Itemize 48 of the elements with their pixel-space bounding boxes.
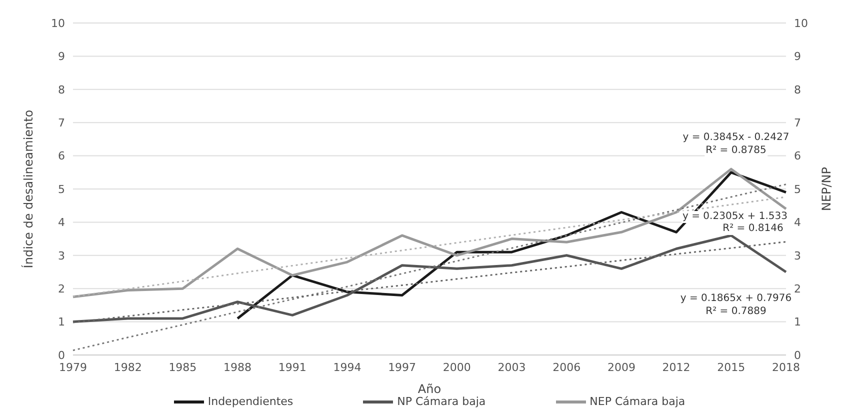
legend-label: NEP Cámara baja xyxy=(590,395,686,408)
x-tick-label: 2015 xyxy=(717,360,746,374)
y2-tick-label: 1 xyxy=(794,316,801,329)
x-tick-label: 1991 xyxy=(278,360,306,374)
legend-label: NP Cámara baja xyxy=(397,395,486,408)
y2-tick-label: 0 xyxy=(794,348,801,362)
y-tick-label: 0 xyxy=(58,348,65,362)
x-tick-label: 2006 xyxy=(552,360,581,374)
annotation: y = 0.1865x + 0.7976 xyxy=(679,293,793,305)
x-axis-title: Año xyxy=(418,382,442,396)
annotation: y = 0.3845x - 0.2427 xyxy=(682,132,790,144)
annotation: y = 0.2305x + 1.533 xyxy=(682,211,788,223)
x-tick-label: 1997 xyxy=(388,360,416,374)
y2-tick-label: 4 xyxy=(794,216,801,230)
y-axis-title: Índice de desalineamiento xyxy=(20,110,36,268)
x-tick-label: 2009 xyxy=(607,360,636,374)
x-tick-label: 2012 xyxy=(662,360,690,374)
y2-axis-title: NEP/NP xyxy=(819,166,834,212)
legend-label: Independientes xyxy=(208,395,294,408)
x-tick-label: 1979 xyxy=(59,360,87,374)
x-tick-label: 2000 xyxy=(442,360,471,374)
x-tick-label: 1982 xyxy=(114,360,142,374)
annotation: R² = 0.7889 xyxy=(704,306,768,318)
y2-tick-label: 2 xyxy=(794,282,801,296)
y2-tick-label: 6 xyxy=(794,150,801,163)
x-tick-label: 1988 xyxy=(224,360,252,374)
x-tick-label: 1985 xyxy=(168,360,197,374)
annotation: R² = 0.8146 xyxy=(722,223,784,235)
annotation: R² = 0.8785 xyxy=(704,145,768,157)
y-tick-label: 3 xyxy=(58,249,65,262)
x-tick-label: 2018 xyxy=(772,360,800,374)
y2-tick-label: 10 xyxy=(794,16,808,30)
x-tick-label: 1994 xyxy=(333,360,362,374)
y-tick-label: 8 xyxy=(58,83,65,96)
y-tick-label: 4 xyxy=(58,216,65,230)
y2-tick-label: 3 xyxy=(794,249,801,262)
y2-tick-label: 7 xyxy=(794,116,801,130)
y-tick-label: 6 xyxy=(58,150,65,163)
y2-tick-label: 8 xyxy=(794,83,801,96)
y-tick-label: 1 xyxy=(58,316,65,329)
y2-tick-label: 9 xyxy=(794,50,801,64)
y-tick-label: 10 xyxy=(51,16,65,30)
y-tick-label: 2 xyxy=(58,282,65,296)
x-tick-label: 2003 xyxy=(498,360,526,374)
y-tick-label: 7 xyxy=(58,116,65,130)
y-tick-label: 9 xyxy=(58,50,65,64)
y2-tick-label: 5 xyxy=(794,182,801,196)
y-tick-label: 5 xyxy=(58,182,65,196)
